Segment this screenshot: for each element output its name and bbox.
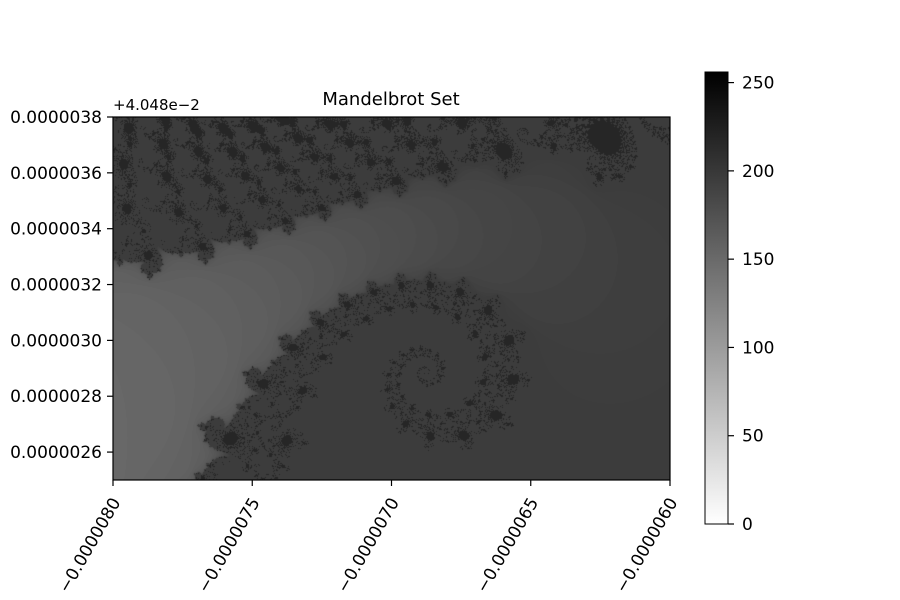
x-tick-label: −0.0000065 [473, 495, 543, 597]
colorbar-axis: 0 50 100 150 200 250 [728, 74, 774, 535]
y-tick-label: 0.0000028 [10, 387, 102, 407]
colorbar [704, 71, 729, 525]
y-tick-label: 0.0000030 [10, 331, 102, 351]
x-tick-label: −0.0000075 [194, 495, 264, 597]
colorbar-tick-label: 50 [742, 427, 764, 447]
axis-offset-label: +4.048e−2 [113, 96, 200, 114]
heatmap-image [113, 117, 670, 480]
y-tick-label: 0.0000026 [10, 443, 102, 463]
x-tick-label: −0.0000060 [612, 495, 682, 597]
chart-title: Mandelbrot Set [322, 89, 459, 110]
colorbar-tick-label: 250 [742, 74, 774, 94]
y-axis: 0.0000026 0.0000028 0.0000030 0.0000032 0.00… [10, 108, 113, 463]
colorbar-tick-label: 200 [742, 162, 774, 182]
y-tick-label: 0.0000034 [10, 220, 102, 240]
y-tick-label: 0.0000036 [10, 164, 102, 184]
colorbar-tick-label: 100 [742, 338, 774, 358]
x-tick-label: −0.0000080 [55, 495, 125, 597]
colorbar-tick-label: 0 [742, 515, 753, 535]
colorbar-tick-label: 150 [742, 250, 774, 270]
y-tick-label: 0.0000032 [10, 276, 102, 296]
x-axis: −0.0000080 −0.0000075 −0.0000070 −0.0000065… [55, 480, 682, 596]
y-tick-label: 0.0000038 [10, 108, 102, 128]
x-tick-label: −0.0000070 [333, 495, 403, 597]
